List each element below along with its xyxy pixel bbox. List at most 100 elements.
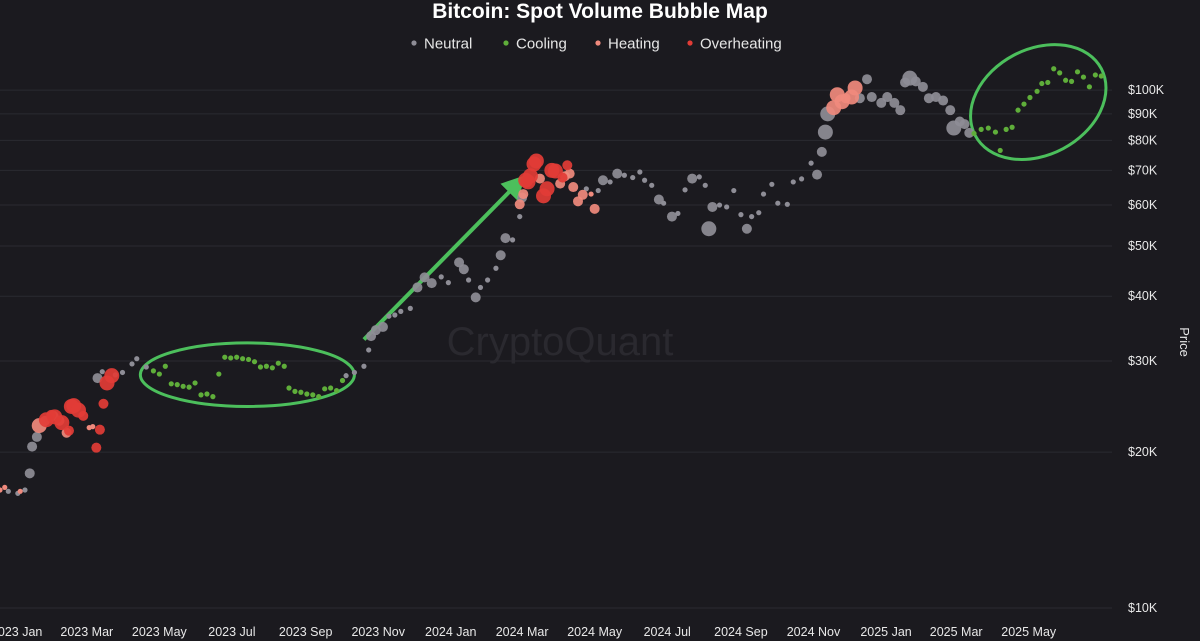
- overheating-point: [562, 160, 573, 171]
- legend-item-heating[interactable]: Heating: [595, 36, 660, 53]
- legend-item-neutral[interactable]: Neutral: [411, 36, 472, 53]
- x-tick-label: 2024 May: [567, 625, 623, 639]
- cooling-point: [1003, 126, 1009, 132]
- x-tick-label: 2024 Jul: [644, 625, 691, 639]
- legend-marker: [503, 40, 509, 46]
- cooling-point: [298, 389, 304, 395]
- neutral-point: [24, 468, 35, 479]
- cooling-point: [1045, 79, 1051, 86]
- x-tick-label: 2024 Mar: [496, 625, 549, 639]
- neutral-point: [458, 264, 469, 275]
- neutral-point: [666, 211, 677, 222]
- cooling-point: [174, 382, 180, 388]
- heating-point: [518, 189, 529, 200]
- neutral-point: [716, 202, 723, 208]
- neutral-point: [477, 284, 484, 291]
- neutral-point: [517, 213, 523, 220]
- cooling-point: [281, 363, 287, 369]
- neutral-point: [500, 233, 511, 244]
- neutral-point: [119, 369, 126, 376]
- neutral-point: [642, 177, 648, 183]
- cooling-point: [1051, 66, 1057, 72]
- neutral-point: [882, 92, 893, 103]
- y-tick-label: $70K: [1128, 163, 1158, 177]
- cooling-point: [198, 392, 204, 398]
- trend-arrow: [362, 175, 526, 341]
- cooling-point: [1086, 84, 1093, 90]
- neutral-point: [760, 191, 767, 197]
- watermark: CryptoQuant: [447, 320, 674, 364]
- cooling-point: [275, 360, 281, 366]
- x-tick-label: 2023 Jan: [0, 625, 42, 639]
- x-axis: 2023 Jan 2023 Mar 2023 May 2023 Jul 2023 Sep…: [0, 625, 1057, 639]
- neutral-point: [661, 200, 667, 206]
- cooling-point: [222, 354, 228, 360]
- data-points: [0, 66, 1104, 496]
- neutral-point: [438, 274, 444, 280]
- neutral-point: [687, 173, 698, 184]
- x-tick-label: 2023 Nov: [351, 625, 405, 639]
- neutral-point: [675, 210, 681, 217]
- cooling-point: [316, 394, 322, 400]
- neutral-point: [621, 172, 627, 178]
- cooling-point: [292, 388, 298, 394]
- cooling-point: [971, 130, 977, 137]
- neutral-point: [407, 305, 413, 311]
- cooling-point: [1057, 70, 1063, 76]
- legend-marker: [411, 40, 417, 46]
- cooling-point: [180, 383, 186, 389]
- neutral-point: [22, 487, 28, 493]
- neutral-point: [143, 364, 149, 370]
- neutral-point: [790, 179, 796, 185]
- neutral-point: [630, 174, 636, 181]
- neutral-point: [702, 182, 708, 188]
- neutral-point: [731, 187, 737, 194]
- neutral-point: [607, 179, 613, 185]
- cooling-point: [245, 356, 252, 363]
- cooling-point: [1098, 73, 1104, 79]
- cooling-point: [985, 125, 991, 131]
- x-tick-label: 2025 Mar: [930, 625, 983, 639]
- heating-point: [2, 484, 8, 490]
- y-tick-label: $90K: [1128, 107, 1158, 121]
- cooling-point: [186, 384, 192, 390]
- legend-item-cooling[interactable]: Cooling: [503, 36, 567, 53]
- legend[interactable]: Neutral Cooling Heating Overheating: [411, 36, 782, 53]
- neutral-point: [862, 74, 873, 85]
- overheating-point: [528, 153, 544, 169]
- neutral-point: [398, 308, 404, 314]
- cooling-point: [210, 394, 216, 400]
- heating-point: [568, 182, 579, 193]
- heating-point: [589, 203, 600, 214]
- neutral-point: [597, 175, 608, 186]
- neutral-point: [27, 441, 38, 452]
- cooling-point: [1063, 77, 1069, 83]
- cooling-point: [234, 354, 240, 360]
- y-tick-label: $50K: [1128, 239, 1158, 253]
- overheating-point: [63, 425, 74, 436]
- gridlines: [0, 89, 1112, 609]
- y-axis: $10K $20K $30K $40K $50K $60K $70K $80K $90K $100…: [1128, 83, 1165, 615]
- neutral-point: [392, 312, 398, 318]
- cooling-point: [150, 368, 157, 374]
- cooling-point: [1027, 94, 1033, 101]
- cooling-point: [269, 365, 275, 371]
- neutral-point: [798, 176, 805, 182]
- cooling-point: [339, 377, 346, 384]
- neutral-point: [808, 160, 814, 166]
- neutral-point: [964, 127, 975, 138]
- series-neutral: [5, 70, 975, 496]
- cooling-point: [162, 363, 168, 369]
- cooling-point: [240, 356, 246, 362]
- chart-title: Bitcoin: Spot Volume Bubble Map: [432, 0, 768, 23]
- x-tick-label: 2023 May: [132, 625, 188, 639]
- legend-item-overheating[interactable]: Overheating: [687, 36, 782, 53]
- cooling-point: [251, 359, 258, 365]
- neutral-point: [910, 76, 921, 87]
- cooling-point: [286, 385, 292, 391]
- y-tick-label: $40K: [1128, 289, 1158, 303]
- cooling-point: [1039, 80, 1045, 87]
- neutral-point: [769, 181, 775, 187]
- neutral-point: [509, 237, 516, 243]
